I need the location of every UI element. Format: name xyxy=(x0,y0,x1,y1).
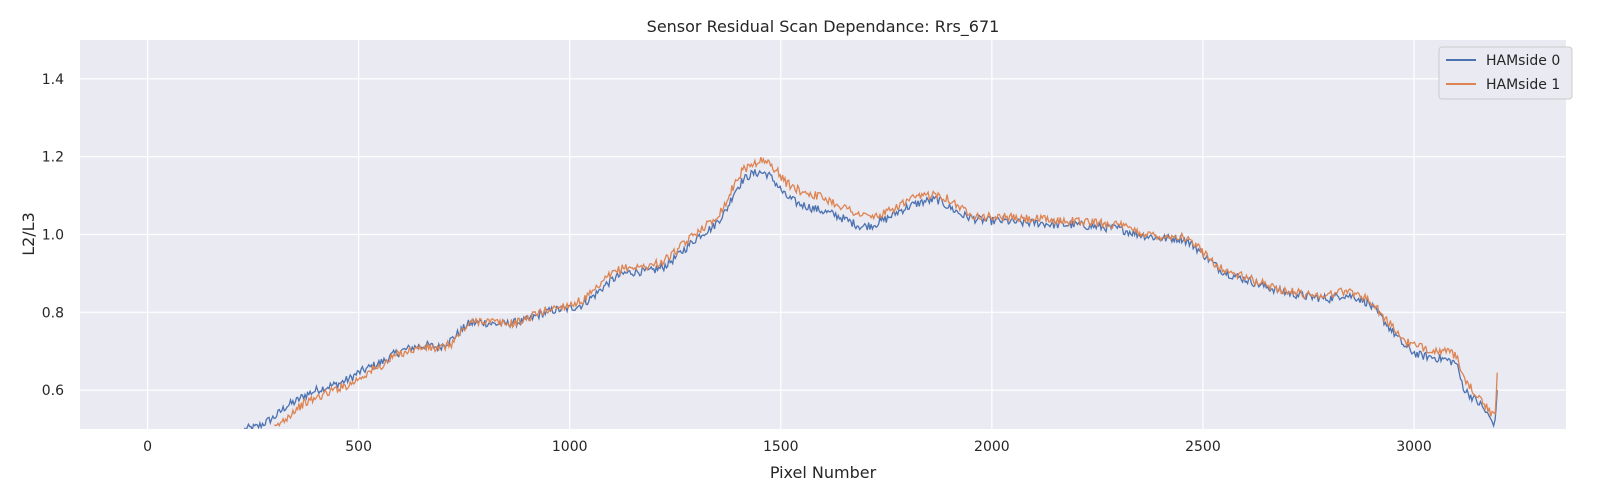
series-layer xyxy=(244,156,1498,429)
y-tick-label: 1.2 xyxy=(42,150,64,166)
ticks: 0 500 1000 1500 2000 2500 3000 0.6 0.8 1.0 1.2 1.4 xyxy=(42,72,1432,455)
x-tick-label: 500 xyxy=(345,439,372,455)
legend: HAMside 0 HAMside 1 xyxy=(1438,46,1573,100)
x-axis-label: Pixel Number xyxy=(770,463,877,482)
y-tick-label: 0.8 xyxy=(42,305,64,321)
x-tick-label: 3000 xyxy=(1396,439,1432,455)
y-axis-label: L2/L3 xyxy=(19,212,38,256)
series-line-hamside-1 xyxy=(274,156,1498,428)
chart-title: Sensor Residual Scan Dependance: Rrs_671 xyxy=(647,17,1000,37)
x-tick-label: 1000 xyxy=(552,439,588,455)
x-tick-label: 2500 xyxy=(1185,439,1221,455)
x-tick-label: 0 xyxy=(143,439,152,455)
y-tick-label: 1.0 xyxy=(42,228,64,244)
y-tick-label: 0.6 xyxy=(42,383,64,399)
legend-label-hamside-1: HAMside 1 xyxy=(1486,77,1560,93)
grid xyxy=(80,40,1566,429)
x-tick-label: 2000 xyxy=(974,439,1010,455)
x-tick-label: 1500 xyxy=(763,439,799,455)
y-tick-label: 1.4 xyxy=(42,72,64,88)
legend-label-hamside-0: HAMside 0 xyxy=(1486,53,1560,69)
